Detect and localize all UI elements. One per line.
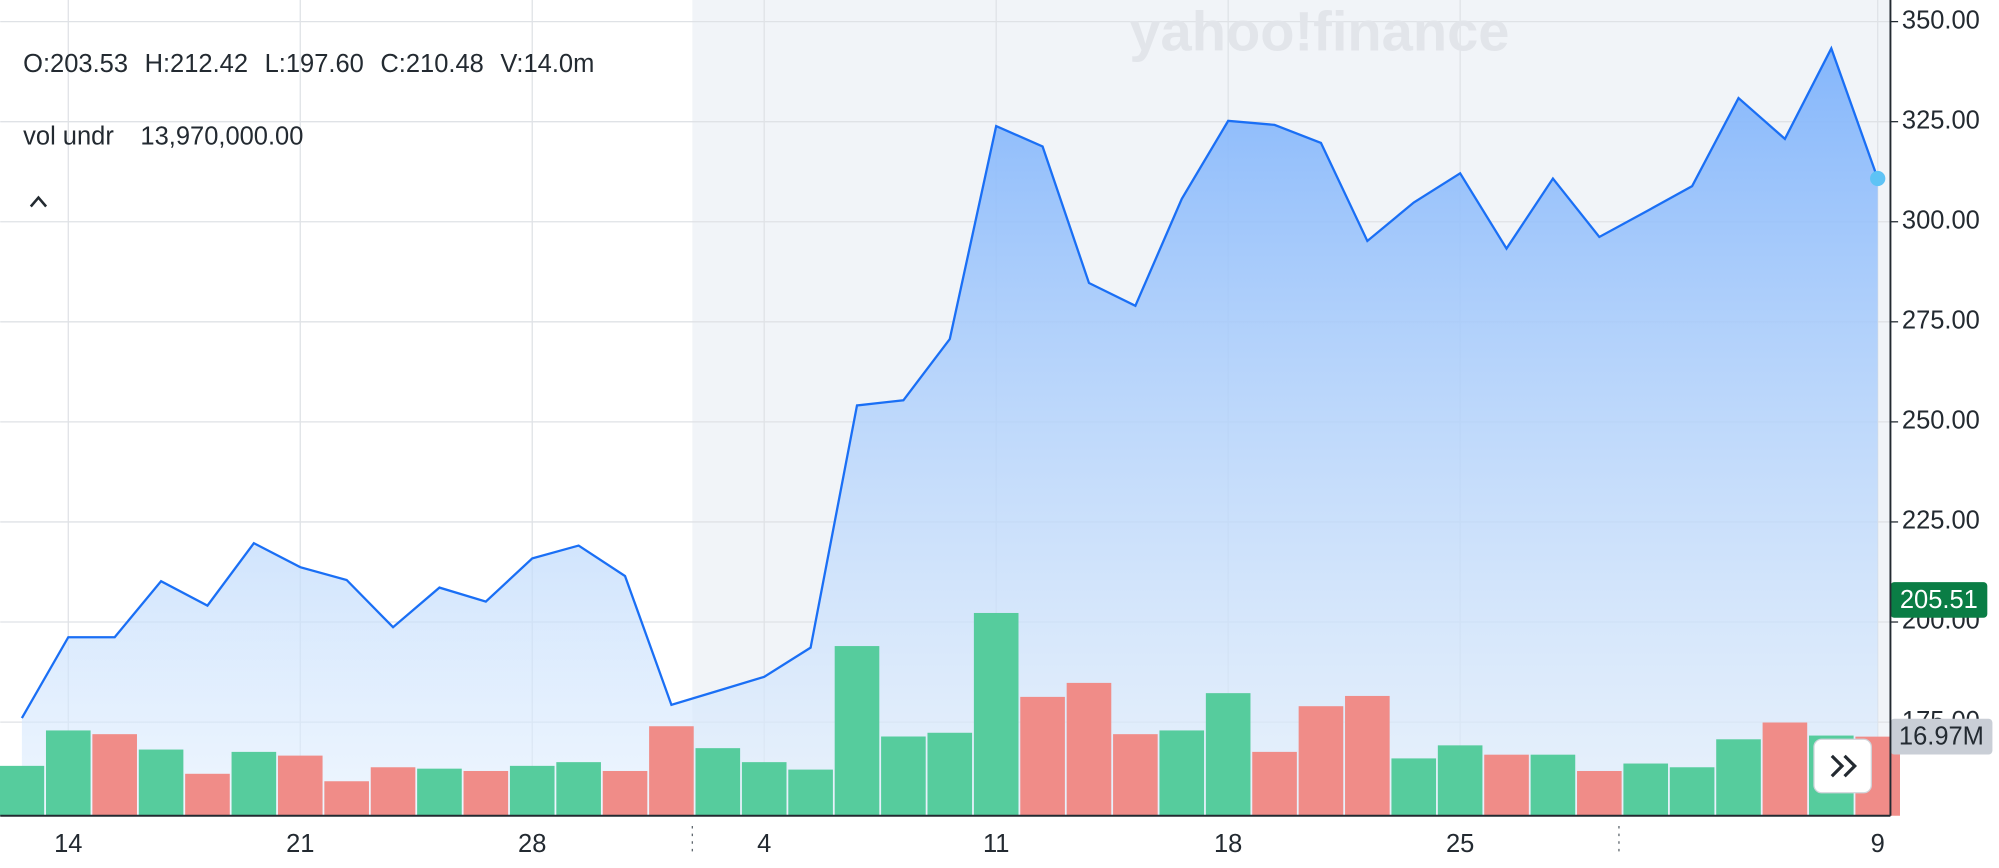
volume-bar [1252, 751, 1297, 816]
collapse-toggle[interactable] [29, 195, 48, 208]
volume-bar [1345, 695, 1390, 816]
volume-bar [927, 732, 973, 816]
y-tick-label: 350.00 [1902, 6, 1980, 34]
volume-bar [556, 762, 601, 816]
volume-bar [1530, 754, 1576, 816]
price-badge [1890, 582, 1988, 618]
volume-bar [277, 755, 323, 816]
info-item: O:203.53 [23, 50, 128, 78]
volume-bar [1669, 767, 1715, 816]
scroll-button[interactable] [1813, 738, 1872, 794]
study-value: 13,970,000.00 [140, 122, 303, 150]
volume-bar [1298, 706, 1344, 816]
price-badge-label: 205.51 [1900, 586, 1978, 614]
volume-bar [0, 765, 45, 816]
volume-bar [324, 781, 369, 816]
x-tick-label: 9 [1871, 830, 1885, 858]
volume-bar [1113, 734, 1158, 816]
info-item: H:212.42 [145, 50, 248, 78]
volume-bar [1020, 696, 1065, 816]
x-tick-label: 25 [1446, 830, 1474, 858]
y-tick-label: 250.00 [1902, 407, 1980, 435]
y-tick-label: 300.00 [1902, 206, 1980, 234]
volume-bar [881, 736, 926, 816]
volume-bar [649, 726, 694, 816]
volume-bar [1484, 754, 1529, 816]
volume-badge [1890, 718, 1993, 755]
volume-bar [1437, 745, 1483, 816]
volume-bar [45, 730, 91, 816]
volume-bar [231, 751, 277, 816]
info-item: C:210.48 [380, 50, 483, 78]
x-tick-label: 18 [1214, 830, 1242, 858]
x-tick-label: 28 [518, 830, 546, 858]
volume-bar [973, 612, 1019, 816]
price-area [21, 48, 1878, 816]
volume-bar [463, 770, 509, 816]
watermark: yahoo!finance [1129, 0, 1509, 63]
x-tick-label: 14 [54, 830, 82, 858]
info-item: L:197.60 [265, 50, 364, 78]
volume-bar [1066, 682, 1112, 816]
volume-bar [1577, 770, 1622, 816]
volume-bar [370, 767, 416, 816]
y-tick-label: 275.00 [1902, 307, 1980, 335]
volume-bar [92, 734, 137, 816]
volume-bar [602, 770, 648, 816]
volume-bar [1762, 722, 1808, 816]
x-tick-label: 21 [286, 830, 314, 858]
info-item: V:14.0m [500, 50, 594, 78]
study-name: vol undr [23, 122, 114, 150]
volume-bar [1391, 758, 1437, 816]
x-tick-label: 4 [757, 830, 771, 858]
volume-bar [417, 768, 462, 816]
volume-bar [695, 748, 741, 816]
volume-bar [834, 646, 880, 816]
ohlc-info: O:203.53 H:212.42 L:197.60 C:210.48 V:14.0m [23, 50, 594, 78]
volume-bar [1716, 739, 1761, 816]
y-tick-label: 325.00 [1902, 106, 1980, 134]
x-tick-label: 11 [983, 830, 1009, 858]
volume-bar [741, 762, 787, 816]
volume-bar [1205, 693, 1251, 816]
volume-bar [788, 769, 833, 816]
last-point [1870, 170, 1886, 187]
price-line [20, 45, 1879, 719]
volume-bar [138, 749, 184, 816]
volume-bar [509, 765, 555, 816]
volume-bar [1159, 730, 1205, 816]
y-tick-label: 225.00 [1902, 507, 1980, 535]
volume-bar [1623, 763, 1669, 816]
volume-bar [185, 773, 230, 816]
volume-badge-label: 16.97M [1899, 723, 1984, 751]
